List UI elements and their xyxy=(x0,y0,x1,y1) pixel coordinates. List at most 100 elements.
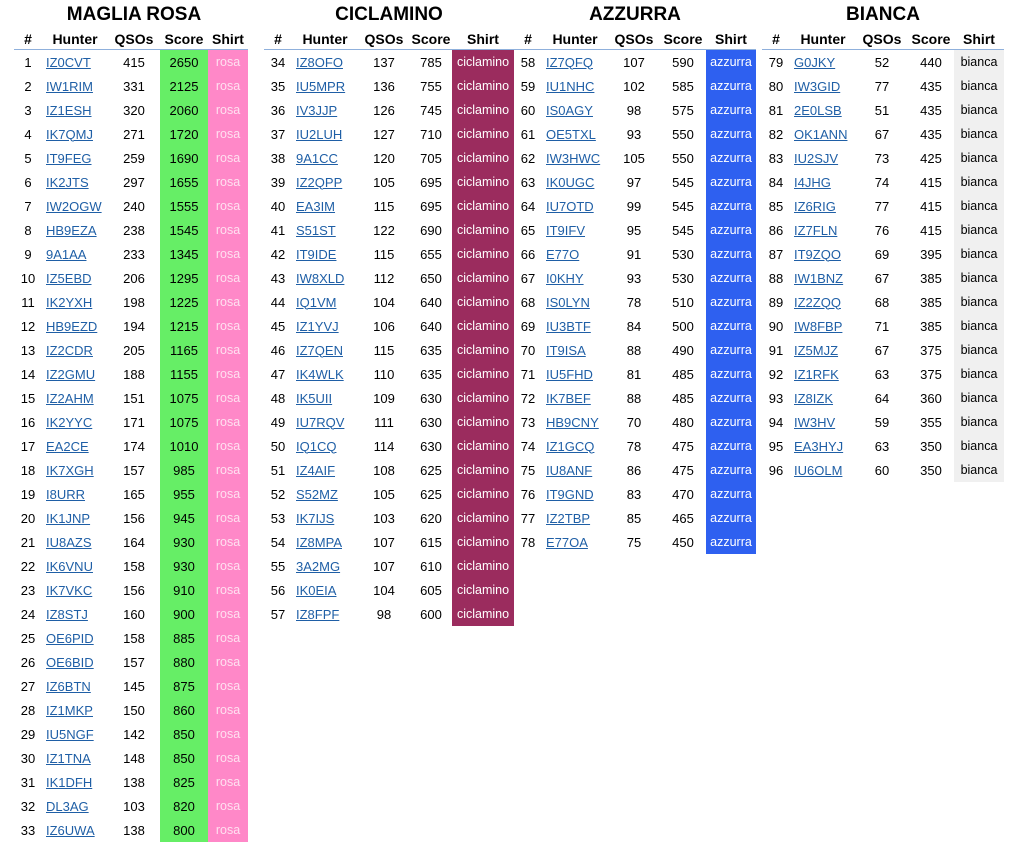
hunter-link[interactable]: IK1JNP xyxy=(46,510,91,526)
score-cell: 630 xyxy=(420,390,442,406)
hunter-link[interactable]: IU7OTD xyxy=(546,198,594,214)
hunter-link[interactable]: IW1BNZ xyxy=(794,270,844,286)
hunter-link[interactable]: IU8ANF xyxy=(546,462,593,478)
hunter-link[interactable]: IW2OGW xyxy=(46,198,102,214)
hunter-link[interactable]: G0JKY xyxy=(794,54,836,70)
hunter-link[interactable]: IZ7QFQ xyxy=(546,54,593,70)
hunter-link[interactable]: IK7XGH xyxy=(46,462,94,478)
hunter-link[interactable]: IT9ZQO xyxy=(794,246,841,262)
hunter-link[interactable]: IU2LUH xyxy=(296,126,343,142)
hunter-link[interactable]: IZ2ZQQ xyxy=(794,294,841,310)
hunter-link[interactable]: IK7IJS xyxy=(296,510,335,526)
table-row: 85 IZ6RIG 77 415 bianca xyxy=(762,194,1004,218)
hunter-link[interactable]: IT9GND xyxy=(546,486,594,502)
hunter-link[interactable]: IT9ISA xyxy=(546,342,586,358)
hunter-link[interactable]: IK2YYC xyxy=(46,414,93,430)
hunter-link[interactable]: E77OA xyxy=(546,534,588,550)
hunter-link[interactable]: 9A1CC xyxy=(296,150,338,166)
hunter-link[interactable]: EA3HYJ xyxy=(794,438,844,454)
hunter-link[interactable]: IU5NGF xyxy=(46,726,94,742)
hunter-link[interactable]: 2E0LSB xyxy=(794,102,842,118)
hunter-link[interactable]: IZ6BTN xyxy=(46,678,91,694)
hunter-link[interactable]: HB9EZA xyxy=(46,222,97,238)
hunter-link[interactable]: IW3HV xyxy=(794,414,836,430)
hunter-link[interactable]: S52MZ xyxy=(296,486,338,502)
hunter-link[interactable]: IQ1CQ xyxy=(296,438,337,454)
hunter-link[interactable]: IZ1GCQ xyxy=(546,438,595,454)
hunter-link[interactable]: HB9EZD xyxy=(46,318,98,334)
hunter-link[interactable]: IK4WLK xyxy=(296,366,344,382)
hunter-link[interactable]: IK0UGC xyxy=(546,174,595,190)
hunter-link[interactable]: IU5FHD xyxy=(546,366,593,382)
hunter-link[interactable]: IK0EIA xyxy=(296,582,337,598)
hunter-link[interactable]: IT9FEG xyxy=(46,150,92,166)
hunter-link[interactable]: 3A2MG xyxy=(296,558,341,574)
hunter-link[interactable]: IZ2QPP xyxy=(296,174,343,190)
hunter-link[interactable]: OE6PID xyxy=(46,630,94,646)
hunter-link[interactable]: IS0AGY xyxy=(546,102,593,118)
hunter-link[interactable]: IU1NHC xyxy=(546,78,595,94)
hunter-link[interactable]: OE5TXL xyxy=(546,126,596,142)
hunter-link[interactable]: IU8AZS xyxy=(46,534,92,550)
hunter-link[interactable]: IZ8FPF xyxy=(296,606,340,622)
hunter-link[interactable]: IK7VKC xyxy=(46,582,93,598)
hunter-link[interactable]: IW1RIM xyxy=(46,78,93,94)
hunter-link[interactable]: IZ8STJ xyxy=(46,606,88,622)
hunter-link[interactable]: IZ8OFO xyxy=(296,54,343,70)
hunter-link[interactable]: IW3HWC xyxy=(546,150,601,166)
hunter-link[interactable]: IZ6RIG xyxy=(794,198,836,214)
hunter-link[interactable]: EA2CE xyxy=(46,438,89,454)
hunter-link[interactable]: OK1ANN xyxy=(794,126,848,142)
hunter-link[interactable]: IZ1TNA xyxy=(46,750,91,766)
hunter-link[interactable]: IW8XLD xyxy=(296,270,345,286)
hunter-link[interactable]: IZ0CVT xyxy=(46,54,91,70)
hunter-link[interactable]: IU5MPR xyxy=(296,78,346,94)
hunter-link[interactable]: IK5UII xyxy=(296,390,333,406)
hunter-link[interactable]: IZ2AHM xyxy=(46,390,94,406)
table-row: 14 IZ2GMU 188 1155 rosa xyxy=(14,362,248,386)
hunter-link[interactable]: IZ2CDR xyxy=(46,342,93,358)
hunter-link[interactable]: IZ8IZK xyxy=(794,390,834,406)
hunter-link[interactable]: S51ST xyxy=(296,222,336,238)
hunter-link[interactable]: IU2SJV xyxy=(794,150,839,166)
hunter-link[interactable]: OE6BID xyxy=(46,654,94,670)
hunter-link[interactable]: IS0LYN xyxy=(546,294,590,310)
hunter-link[interactable]: IZ2GMU xyxy=(46,366,96,382)
hunter-link[interactable]: IZ8MPA xyxy=(296,534,342,550)
hunter-link[interactable]: IK7BEF xyxy=(546,390,591,406)
hunter-link[interactable]: IU7RQV xyxy=(296,414,345,430)
hunter-link[interactable]: IK2YXH xyxy=(46,294,93,310)
hunter-cell: IK7IJS xyxy=(292,506,358,530)
hunter-link[interactable]: E77O xyxy=(546,246,580,262)
hunter-link[interactable]: I8URR xyxy=(46,486,86,502)
hunter-link[interactable]: IZ1YVJ xyxy=(296,318,339,334)
hunter-link[interactable]: 9A1AA xyxy=(46,246,87,262)
hunter-link[interactable]: IT9IDE xyxy=(296,246,337,262)
hunter-link[interactable]: IW3GID xyxy=(794,78,841,94)
hunter-link[interactable]: IV3JJP xyxy=(296,102,338,118)
hunter-link[interactable]: IK6VNU xyxy=(46,558,93,574)
hunter-link[interactable]: IK7QMJ xyxy=(46,126,93,142)
hunter-link[interactable]: I4JHG xyxy=(794,174,831,190)
hunter-link[interactable]: IZ7QEN xyxy=(296,342,343,358)
hunter-link[interactable]: EA3IM xyxy=(296,198,336,214)
hunter-link[interactable]: IQ1VM xyxy=(296,294,337,310)
hunter-link[interactable]: IK2JTS xyxy=(46,174,89,190)
hunter-link[interactable]: IZ2TBP xyxy=(546,510,591,526)
hunter-link[interactable]: IT9IFV xyxy=(546,222,586,238)
hunter-link[interactable]: IU3BTF xyxy=(546,318,591,334)
hunter-link[interactable]: IU6OLM xyxy=(794,462,843,478)
hunter-link[interactable]: DL3AG xyxy=(46,798,89,814)
hunter-link[interactable]: HB9CNY xyxy=(546,414,599,430)
hunter-link[interactable]: IZ5EBD xyxy=(46,270,92,286)
hunter-link[interactable]: IZ1MKP xyxy=(46,702,93,718)
hunter-link[interactable]: IW8FBP xyxy=(794,318,843,334)
hunter-link[interactable]: IZ6UWA xyxy=(46,822,95,838)
hunter-link[interactable]: IK1DFH xyxy=(46,774,93,790)
hunter-link[interactable]: IZ5MJZ xyxy=(794,342,839,358)
hunter-link[interactable]: IZ1ESH xyxy=(46,102,92,118)
hunter-link[interactable]: IZ1RFK xyxy=(794,366,839,382)
hunter-link[interactable]: I0KHY xyxy=(546,270,584,286)
hunter-link[interactable]: IZ4AIF xyxy=(296,462,336,478)
hunter-link[interactable]: IZ7FLN xyxy=(794,222,838,238)
